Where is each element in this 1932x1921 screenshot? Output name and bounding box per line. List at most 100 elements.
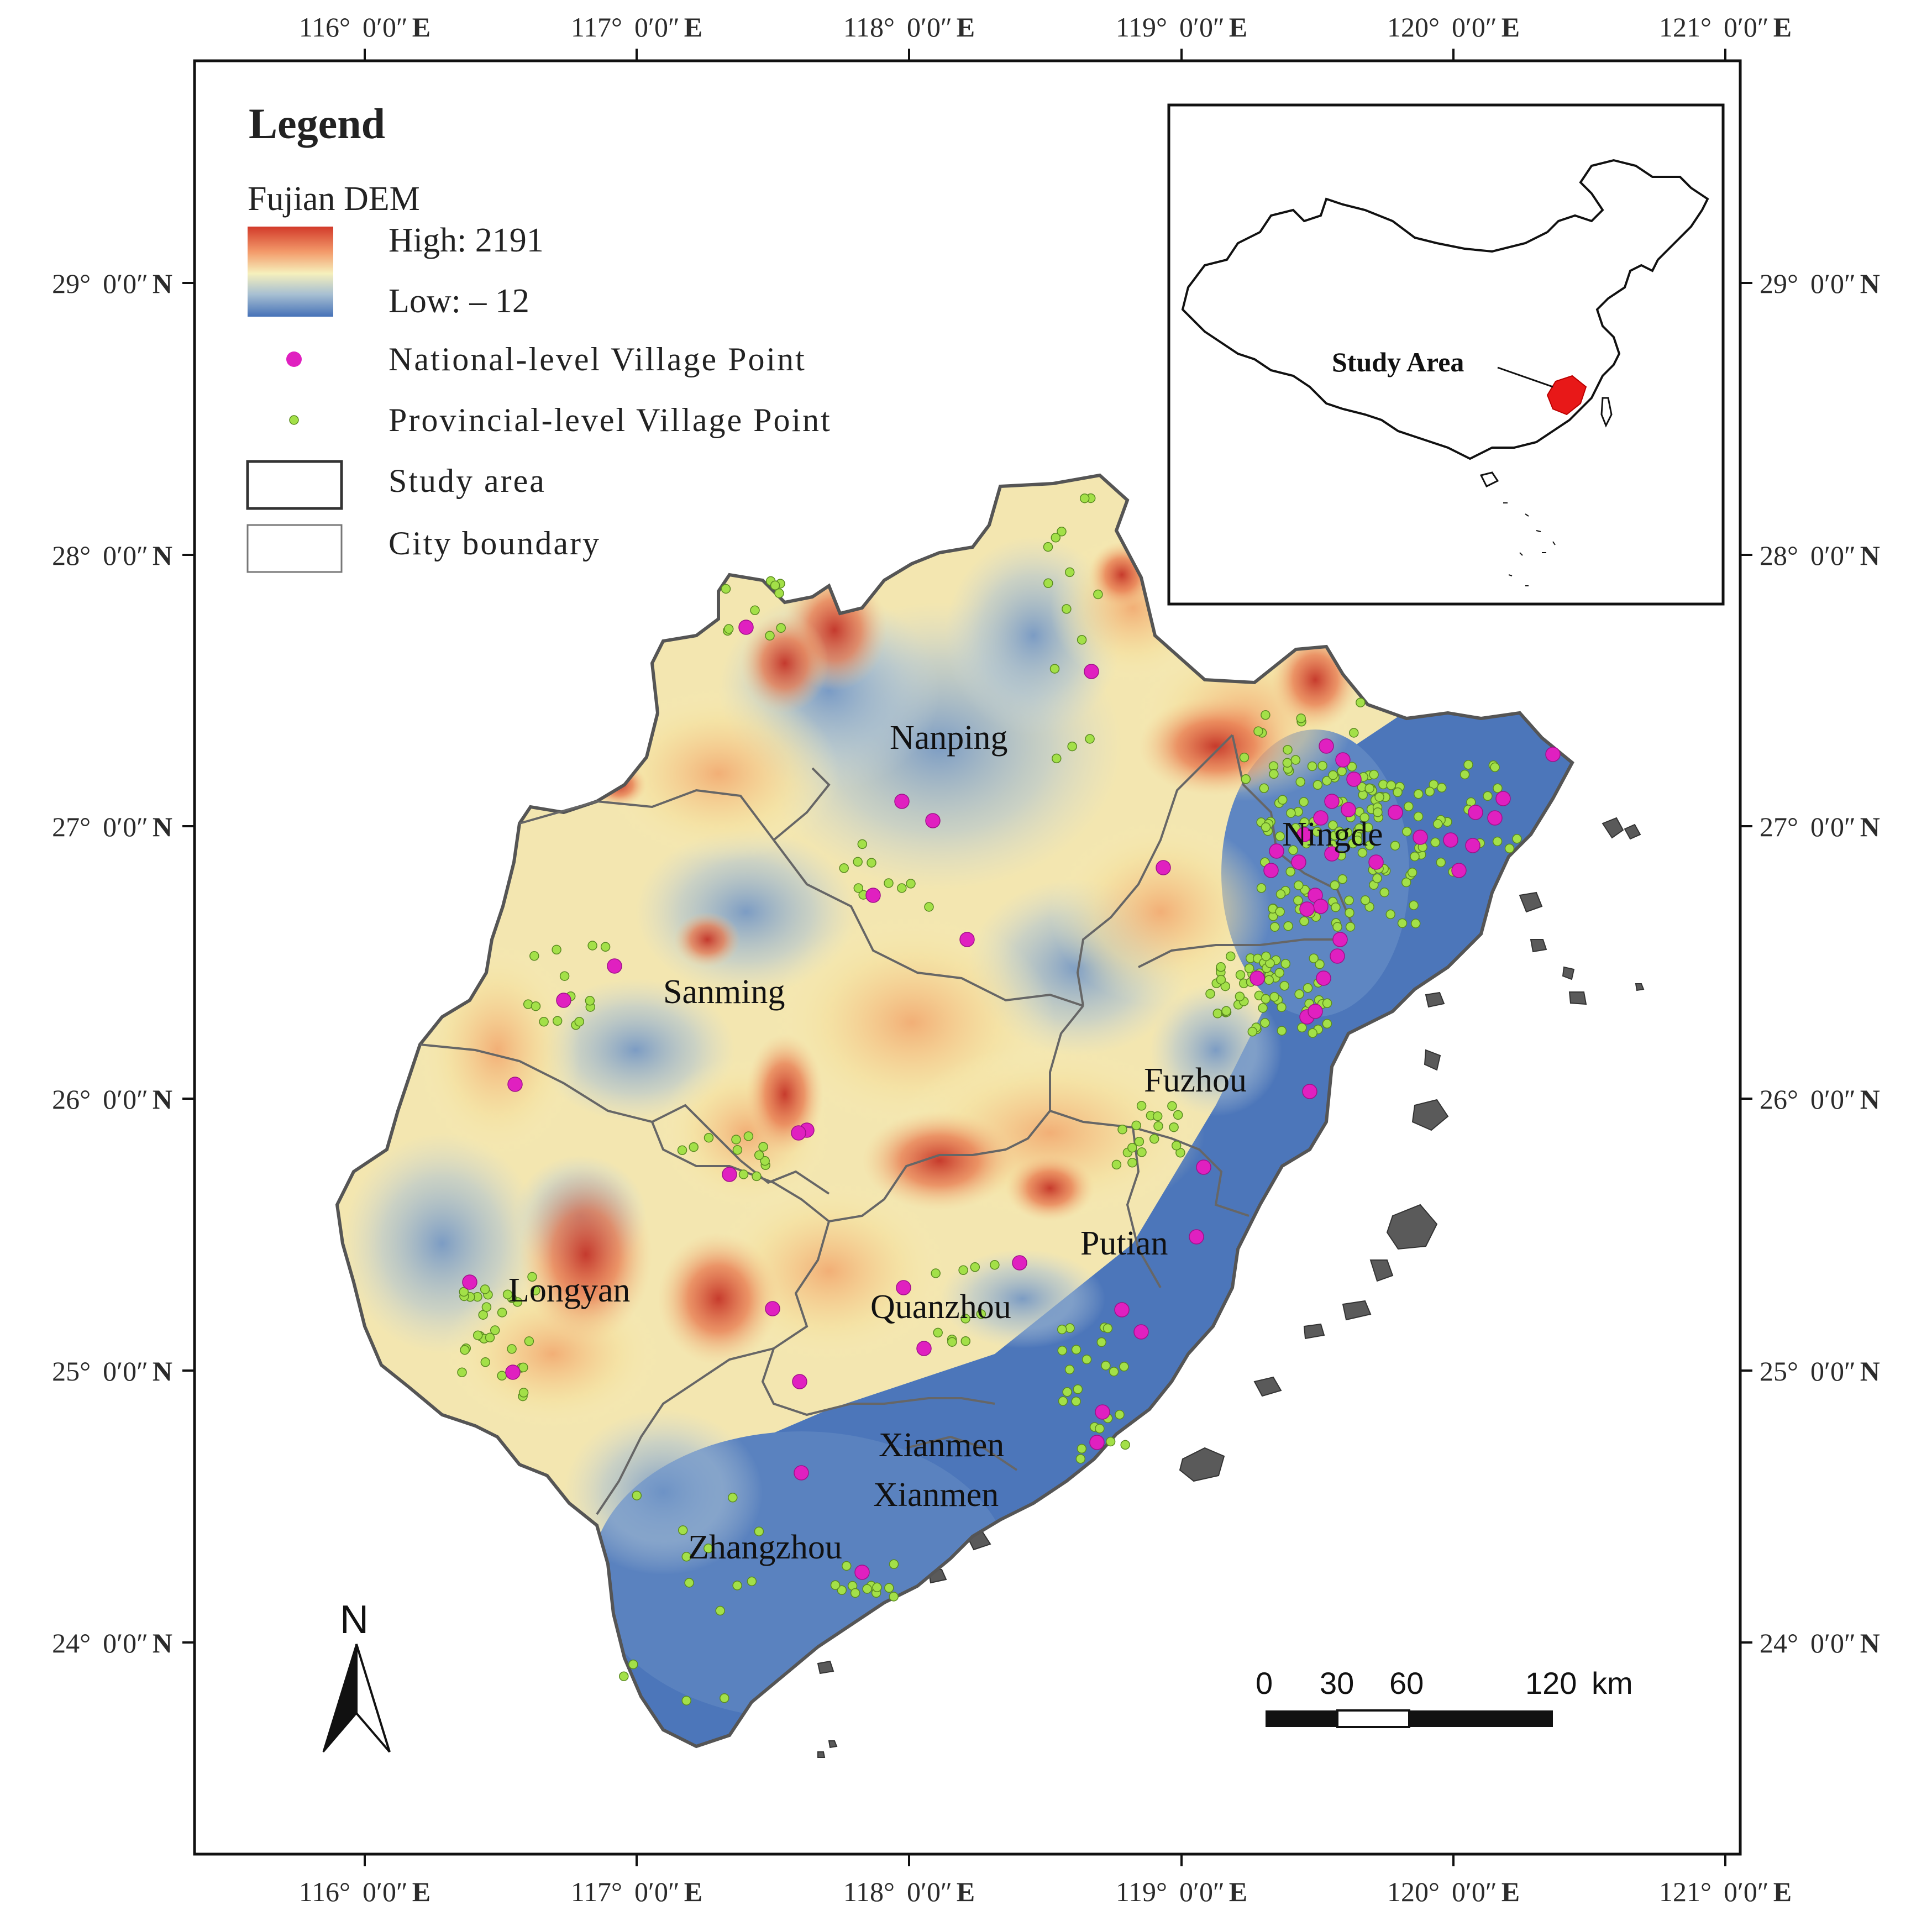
provincial-village-point [1390, 841, 1400, 851]
provincial-village-point [1312, 827, 1322, 837]
national-village-point [791, 1125, 806, 1141]
lon-label-bottom-2-min: 0′0″ [907, 1876, 952, 1907]
inset-islands [1503, 502, 1556, 586]
provincial-village-point [1253, 726, 1263, 736]
provincial-village-point [1127, 1142, 1137, 1153]
provincial-village-point [1493, 783, 1503, 793]
provincial-village-point [1239, 752, 1250, 763]
provincial-village-point [1241, 774, 1251, 784]
provincial-village-point [1401, 877, 1411, 888]
lon-label-bottom-5-min: 0′0″ [1724, 1876, 1769, 1907]
national-village-point [1324, 846, 1340, 862]
provincial-village-point [502, 1289, 513, 1299]
provincial-village-point [485, 1332, 495, 1343]
provincial-village-point [1095, 1424, 1105, 1434]
provincial-village-point [1153, 1121, 1163, 1131]
provincial-village-point [1337, 874, 1348, 884]
lon-label-bottom-4-min: 0′0″ [1452, 1876, 1497, 1907]
national-village-point [1465, 838, 1481, 853]
provincial-village-point [1328, 770, 1338, 780]
provincial-village-point [1407, 868, 1418, 878]
national-village-point [1495, 791, 1511, 806]
provincial-village-point [1077, 634, 1087, 645]
provincial-village-point [1235, 991, 1245, 1001]
provincial-village-point [747, 1576, 757, 1587]
lon-label-bottom-5-hem: E [1773, 1876, 1792, 1907]
lon-label-bottom-3-hem: E [1229, 1876, 1247, 1907]
lat-label-right-5-hem: N [1860, 1628, 1880, 1658]
provincial-village-point [1322, 1019, 1332, 1029]
provincial-village-point [1290, 823, 1301, 833]
provincial-village-point [1373, 807, 1383, 817]
provincial-village-point [732, 1581, 742, 1591]
city-label-zhangzhou: Zhangzhou [688, 1529, 842, 1566]
provincial-village-point [889, 1559, 899, 1570]
lat-label-right-5: 24° 0′0″ N [1760, 1628, 1880, 1658]
lon-label-bottom-1-min: 0′0″ [634, 1876, 680, 1907]
provincial-village-point [1226, 951, 1236, 962]
provincial-village-point [752, 1171, 762, 1182]
provincial-village-point [600, 942, 611, 952]
lat-label-right-0: 29° 0′0″ N [1760, 268, 1880, 299]
provincial-village-point [1402, 826, 1412, 837]
scale-tick-0: 0 [1256, 1666, 1273, 1700]
provincial-village-point [1111, 1159, 1122, 1170]
provincial-village-point [1512, 834, 1522, 844]
national-village-point [1089, 1435, 1105, 1450]
provincial-village-point [1277, 1026, 1287, 1036]
lon-label-top-0-deg: 116° [299, 12, 350, 43]
national-village-point [925, 813, 941, 828]
provincial-village-point [1259, 783, 1269, 794]
legend-study-area-symbol [246, 460, 343, 510]
lat-label-right-1-hem: N [1860, 540, 1880, 571]
provincial-village-point [1269, 769, 1279, 779]
lon-label-top-4-deg: 120° [1387, 12, 1440, 43]
national-village-point [1332, 932, 1348, 947]
provincial-village-point [459, 1287, 469, 1297]
north-arrow-right [355, 1644, 391, 1753]
provincial-village-point [1096, 1337, 1107, 1347]
lon-label-bottom-2: 118° 0′0″ E [843, 1876, 975, 1907]
national-village-point [1313, 899, 1329, 914]
city-labels: Nanping Ningde Sanming Fuzhou Putian Lon… [508, 719, 1383, 1566]
provincial-village-point [1235, 970, 1246, 980]
provincial-village-point [1115, 1410, 1125, 1420]
lat-label-right-3-min: 0′0″ [1810, 1084, 1856, 1115]
provincial-village-point [1051, 533, 1061, 543]
provincial-village-point [1057, 1346, 1067, 1356]
longitude-labels-bottom: 116° 0′0″ E 117° 0′0″ E 118° 0′0″ E 119° 0′0″ E 120°… [299, 1876, 1792, 1907]
provincial-village-point [1205, 989, 1215, 999]
provincial-village-point [1437, 783, 1447, 793]
provincial-village-point [1372, 873, 1382, 884]
inset-study-area-label: Study Area [1332, 347, 1464, 377]
coastal-islands [817, 817, 1645, 1758]
provincial-village-point [1393, 787, 1403, 797]
latitude-labels-right: 29° 0′0″ N28° 0′0″ N27° 0′0″ N26° 0′0″ N25° 0′0″ N… [1760, 268, 1880, 1658]
lon-label-top-2: 118° 0′0″ E [843, 12, 975, 43]
national-village-point [792, 1374, 807, 1389]
lon-label-top-3-min: 0′0″ [1179, 12, 1225, 43]
provincial-village-point [1149, 1134, 1159, 1144]
scale-bar: 0 30 60 120 km [1256, 1666, 1633, 1728]
provincial-village-point [1283, 921, 1293, 931]
provincial-village-point [1332, 922, 1342, 932]
legend-national-symbol [286, 351, 302, 367]
national-village-point [1330, 948, 1345, 964]
national-village-point [1487, 810, 1503, 826]
scale-tick-30: 30 [1320, 1666, 1354, 1700]
hainan-island [1479, 471, 1499, 488]
provincial-village-point [1134, 1136, 1144, 1147]
provincial-village-point [1043, 542, 1053, 552]
provincial-village-point [1404, 801, 1414, 812]
national-village-point [1299, 901, 1315, 917]
provincial-village-point [1294, 989, 1304, 999]
provincial-village-point [728, 1493, 738, 1503]
lon-label-top-0-hem: E [412, 12, 431, 43]
lon-label-bottom-3-deg: 119° [1116, 1876, 1167, 1907]
provincial-village-point [681, 1552, 691, 1562]
lon-label-bottom-4: 120° 0′0″ E [1387, 1876, 1520, 1907]
provincial-village-point [933, 1327, 943, 1338]
provincial-village-point [731, 1135, 741, 1145]
provincial-village-point [1356, 697, 1366, 707]
provincial-village-point [1064, 1364, 1075, 1374]
